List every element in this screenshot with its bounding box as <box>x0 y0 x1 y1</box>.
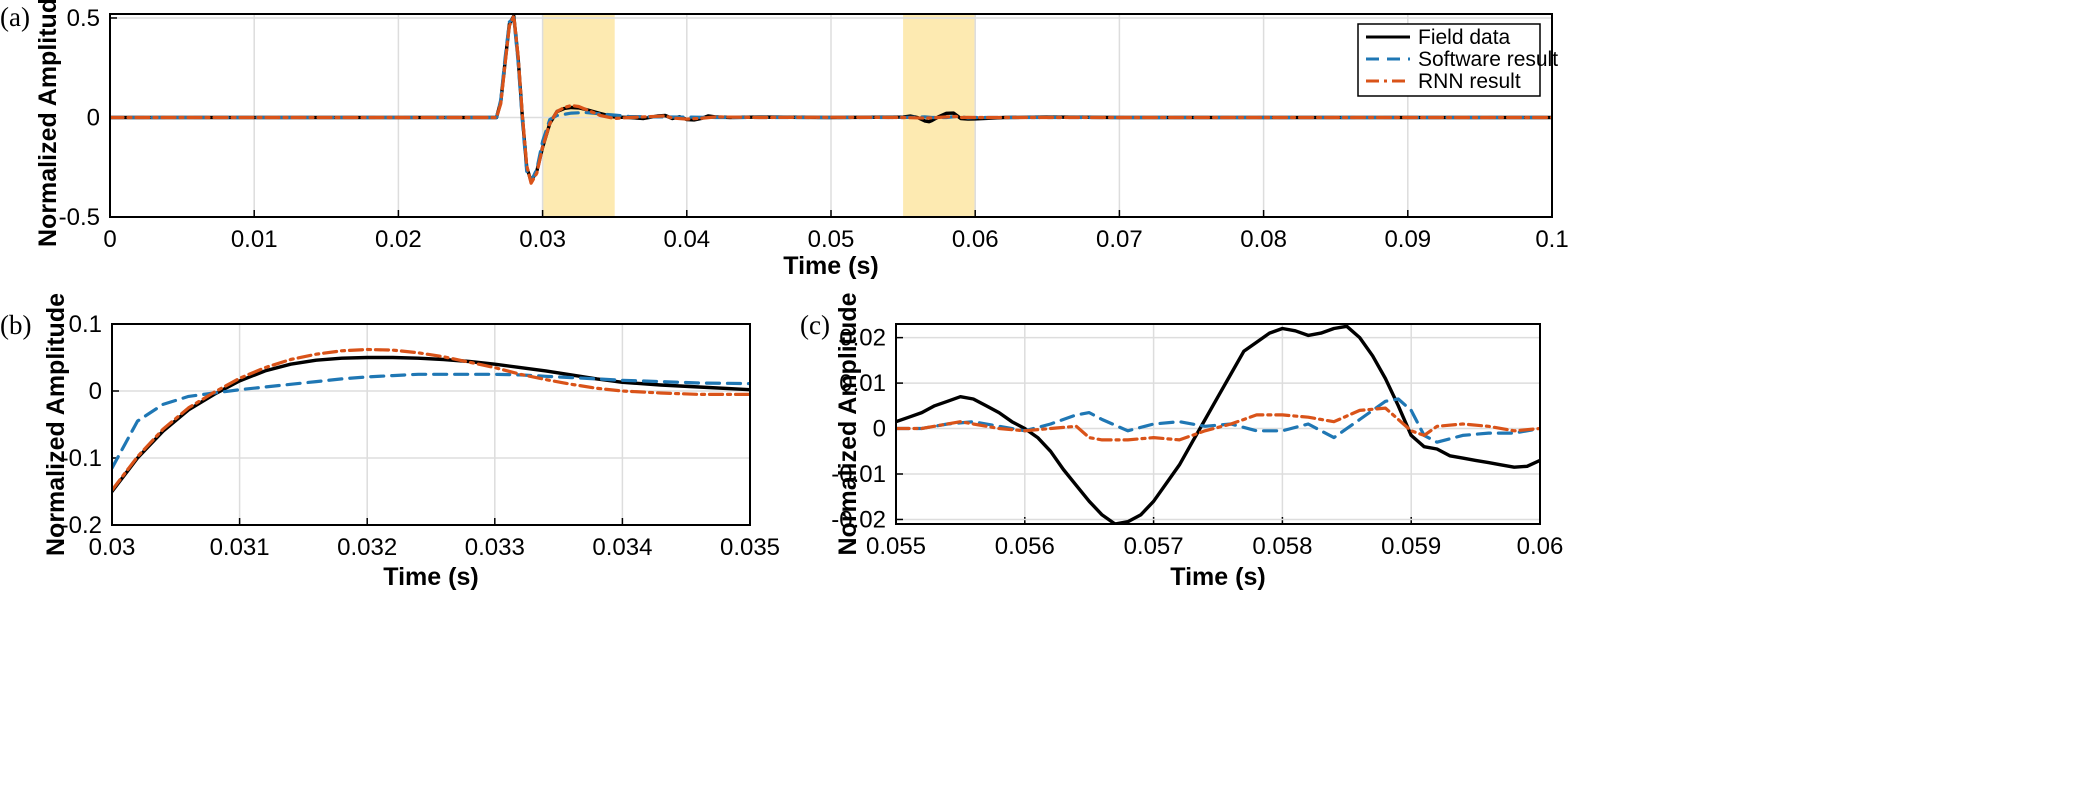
series-line-rnn-result <box>110 14 1552 185</box>
panel-label: (c) <box>800 310 830 340</box>
y-tick-label: -0.2 <box>61 512 102 539</box>
x-axis-label: Time (s) <box>383 563 478 591</box>
y-tick-label: -0.5 <box>59 204 100 231</box>
y-tick-label: 0 <box>87 104 100 131</box>
x-tick-label: 0.03 <box>89 534 136 561</box>
x-tick-label: 0.031 <box>210 534 270 561</box>
y-axis-label: Normalized Amplitude <box>34 0 62 247</box>
y-tick-label: 0.1 <box>69 311 102 338</box>
x-tick-label: 0.1 <box>1535 226 1568 253</box>
x-tick-label: 0.055 <box>866 533 926 560</box>
x-tick-label: 0 <box>103 226 116 253</box>
x-tick-label: 0.01 <box>231 226 278 253</box>
legend-label: Field data <box>1418 26 1511 49</box>
x-tick-label: 0.04 <box>663 226 710 253</box>
x-tick-label: 0.08 <box>1240 226 1287 253</box>
x-axis-label: Time (s) <box>1170 563 1265 591</box>
axes-box <box>895 323 1541 525</box>
y-tick-label: 0 <box>873 416 886 443</box>
x-tick-label: 0.057 <box>1124 533 1184 560</box>
series-group <box>112 347 750 494</box>
y-tick-label: 0.02 <box>839 325 886 352</box>
y-tick-label: 0 <box>89 378 102 405</box>
y-tick-label: -0.02 <box>831 506 886 533</box>
panel-label: (b) <box>0 310 31 340</box>
x-tick-label: 0.05 <box>808 226 855 253</box>
panel-a: 0 0.01 0.02 0.03 0.04 0.05 0.06 0.07 0.08 0.09 0.1… <box>0 0 1569 280</box>
axes-box <box>111 323 751 526</box>
x-tick-label: 0.03 <box>519 226 566 253</box>
series-group <box>896 324 1540 524</box>
y-tick-label: -0.1 <box>61 445 102 472</box>
x-tick-label: 0.09 <box>1384 226 1431 253</box>
x-tick-label: 0.035 <box>720 534 780 561</box>
y-axis-label: Normalized Amplitude <box>42 293 70 556</box>
plot-area <box>896 324 1540 524</box>
y-tick-label: 0.01 <box>839 370 886 397</box>
y-axis-label: Normalized Amplitude <box>834 292 862 555</box>
legend-label: Software result <box>1418 48 1558 71</box>
series-line-field-data <box>896 324 1540 524</box>
series-line-rnn-result <box>896 406 1540 442</box>
series-group <box>110 14 1552 185</box>
x-axis-label: Time (s) <box>783 252 878 280</box>
panel-label: (a) <box>0 2 30 32</box>
x-tick-label: 0.056 <box>995 533 1055 560</box>
x-tick-label: 0.06 <box>952 226 999 253</box>
x-tick-label: 0.034 <box>592 534 652 561</box>
panel-b: 0.03 0.031 0.032 0.033 0.034 0.035 -0.2 -0.1 0 0.… <box>0 293 780 591</box>
x-tick-label: 0.06 <box>1517 533 1564 560</box>
legend-label: RNN result <box>1418 70 1521 93</box>
series-line-rnn-result <box>112 347 750 492</box>
x-tick-label: 0.059 <box>1381 533 1441 560</box>
x-tick-label: 0.07 <box>1096 226 1143 253</box>
x-tick-label: 0.032 <box>337 534 397 561</box>
x-tick-label: 0.033 <box>465 534 525 561</box>
x-tick-label: 0.02 <box>375 226 422 253</box>
x-tick-label: 0.058 <box>1252 533 1312 560</box>
panel-c: 0.055 0.056 0.057 0.058 0.059 0.06 -0.02 -0.01 0… <box>800 292 1563 591</box>
y-tick-label: -0.01 <box>831 461 886 488</box>
y-tick-label: 0.5 <box>67 5 100 32</box>
axes-box <box>109 13 1553 218</box>
